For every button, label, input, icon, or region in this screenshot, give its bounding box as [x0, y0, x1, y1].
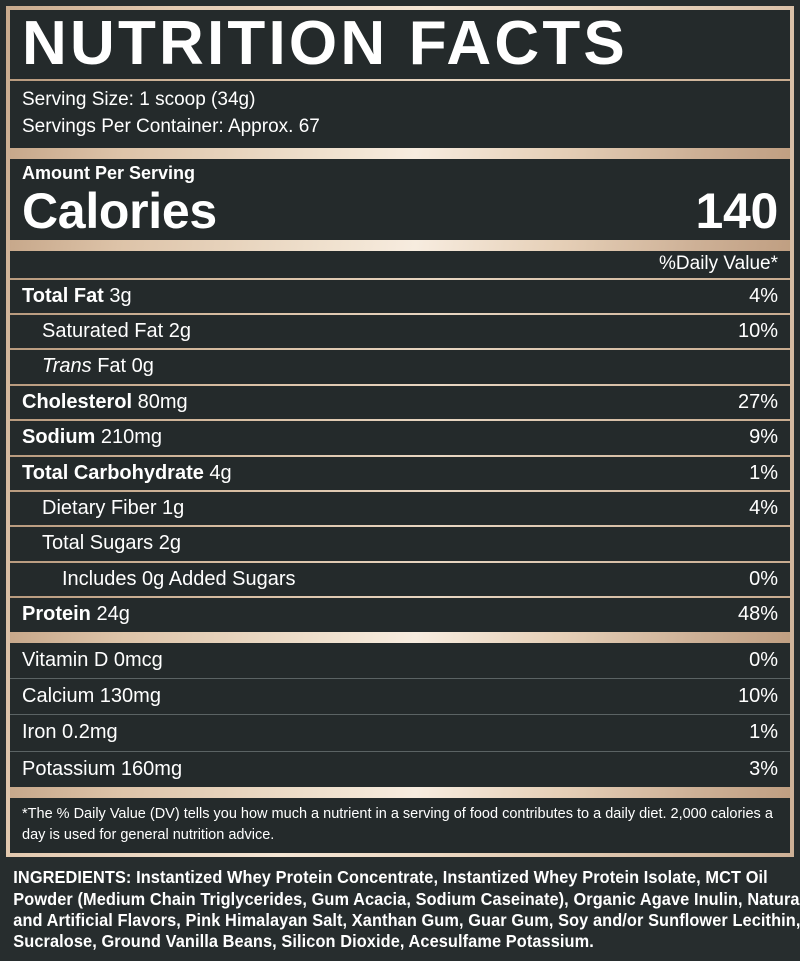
- vitamin-row-divider: [10, 714, 790, 716]
- nutrient-row: Trans Fat 0g: [10, 350, 790, 383]
- serving-size: Serving Size: 1 scoop (34g): [22, 89, 256, 111]
- calories-block: Amount Per Serving Calories 140: [10, 159, 790, 240]
- vitamin-daily-value: 0%: [749, 648, 778, 671]
- nutrient-name: Saturated Fat 2g: [42, 320, 191, 343]
- serving-info: Serving Size: 1 scoop (34g) Servings Per…: [10, 81, 790, 148]
- nutrient-row: Dietary Fiber 1g 4%: [10, 492, 790, 525]
- vitamin-daily-value: 3%: [749, 757, 778, 780]
- nutrient-name-italic: Trans: [42, 355, 92, 378]
- nutrient-row: Protein 24g 48%: [10, 598, 790, 631]
- nutrition-facts-label: NUTRITION FACTS Serving Size: 1 scoop (3…: [6, 6, 800, 952]
- vitamin-daily-value: 10%: [737, 684, 778, 707]
- vitamin-name: Calcium 130mg: [22, 684, 161, 707]
- nutrient-row-divider: [10, 348, 790, 351]
- amount-per-serving-label: Amount Per Serving: [22, 163, 196, 184]
- nutrient-row: Cholesterol 80mg 27%: [10, 386, 790, 419]
- daily-value-header: %Daily Value*: [659, 252, 778, 274]
- nutrient-row: Total Fat 3g 4%: [10, 280, 790, 313]
- servings-per-container: Servings Per Container: Approx. 67: [22, 116, 320, 138]
- vitamin-row-divider: [10, 750, 790, 752]
- ingredients-text: INGREDIENTS: Instantized Whey Protein Co…: [13, 867, 800, 952]
- nutrient-row: Total Sugars 2g: [10, 527, 790, 560]
- nutrient-name: Cholesterol 80mg: [22, 390, 188, 413]
- nutrient-daily-value: 4%: [749, 497, 778, 520]
- title-bar: NUTRITION FACTS: [10, 9, 790, 80]
- nutrient-name-bold: Cholesterol: [22, 390, 133, 413]
- calories-row: Calories 140: [22, 182, 778, 239]
- divider-title: [10, 79, 790, 82]
- nutrient-row-divider: [10, 419, 790, 422]
- nutrient-name-bold: Protein: [22, 603, 91, 626]
- nutrient-row: Sodium 210mg 9%: [10, 421, 790, 454]
- calories-value: 140: [695, 182, 778, 239]
- nutrition-panel: NUTRITION FACTS Serving Size: 1 scoop (3…: [6, 6, 794, 858]
- nutrient-name: Total Carbohydrate 4g: [22, 461, 232, 484]
- nutrient-daily-value: 1%: [749, 461, 778, 484]
- nutrient-row: Includes 0g Added Sugars 0%: [10, 563, 790, 596]
- divider-before-nutrients: [10, 277, 790, 280]
- nutrient-name: Sodium 210mg: [22, 426, 163, 449]
- divider-before-calories: [10, 148, 790, 160]
- vitamin-row: Vitamin D 0mcg 0%: [10, 643, 790, 678]
- divider-before-vitamins: [10, 631, 790, 643]
- nutrient-row: Saturated Fat 2g 10%: [10, 315, 790, 348]
- vitamin-name: Iron 0.2mg: [22, 721, 118, 744]
- nutrient-name: Total Sugars 2g: [42, 532, 181, 555]
- divider-after-calories: [10, 239, 790, 251]
- nutrient-name: Total Fat 3g: [22, 284, 132, 307]
- vitamin-daily-value: 1%: [749, 721, 778, 744]
- nutrient-row-divider: [10, 490, 790, 493]
- nutrient-name-bold: Total Fat: [22, 284, 104, 307]
- vitamin-row: Potassium 160mg 3%: [10, 752, 790, 787]
- nutrient-name-bold: Sodium: [22, 426, 96, 449]
- nutrient-row-divider: [10, 525, 790, 528]
- nutrient-daily-value: 4%: [749, 284, 778, 307]
- vitamin-list: Vitamin D 0mcg 0% Calcium 130mg 10% Iron 0.2…: [10, 643, 790, 788]
- nutrient-name: Includes 0g Added Sugars: [62, 567, 296, 590]
- vitamin-name: Potassium 160mg: [22, 757, 183, 780]
- nutrient-daily-value: 0%: [749, 567, 778, 590]
- nutrient-row-divider: [10, 313, 790, 316]
- page-title: NUTRITION FACTS: [22, 9, 628, 78]
- nutrient-daily-value: 10%: [737, 320, 778, 343]
- vitamin-row-divider: [10, 677, 790, 679]
- nutrient-name: Protein 24g: [22, 603, 130, 626]
- nutrient-daily-value: 27%: [737, 390, 778, 413]
- daily-value-footnote: *The % Daily Value (DV) tells you how mu…: [22, 806, 773, 843]
- divider-before-footnote: [10, 787, 790, 799]
- nutrient-daily-value: 9%: [749, 426, 778, 449]
- calories-label: Calories: [22, 182, 217, 239]
- nutrient-row-divider: [10, 454, 790, 457]
- nutrient-row-divider: [10, 560, 790, 563]
- nutrient-list: Total Fat 3g 4% Saturated Fat 2g 10% Trans F…: [10, 280, 790, 632]
- nutrient-row: Total Carbohydrate 4g 1%: [10, 457, 790, 490]
- nutrient-name-bold: Total Carbohydrate: [22, 461, 204, 484]
- nutrient-row-divider: [10, 596, 790, 599]
- vitamin-row: Iron 0.2mg 1%: [10, 715, 790, 750]
- vitamin-name: Vitamin D 0mcg: [22, 648, 163, 671]
- nutrient-daily-value: 48%: [737, 603, 778, 626]
- nutrient-name: Trans Fat 0g: [42, 355, 154, 378]
- nutrient-name: Dietary Fiber 1g: [42, 497, 185, 520]
- vitamin-row: Calcium 130mg 10%: [10, 679, 790, 714]
- nutrient-row-divider: [10, 383, 790, 386]
